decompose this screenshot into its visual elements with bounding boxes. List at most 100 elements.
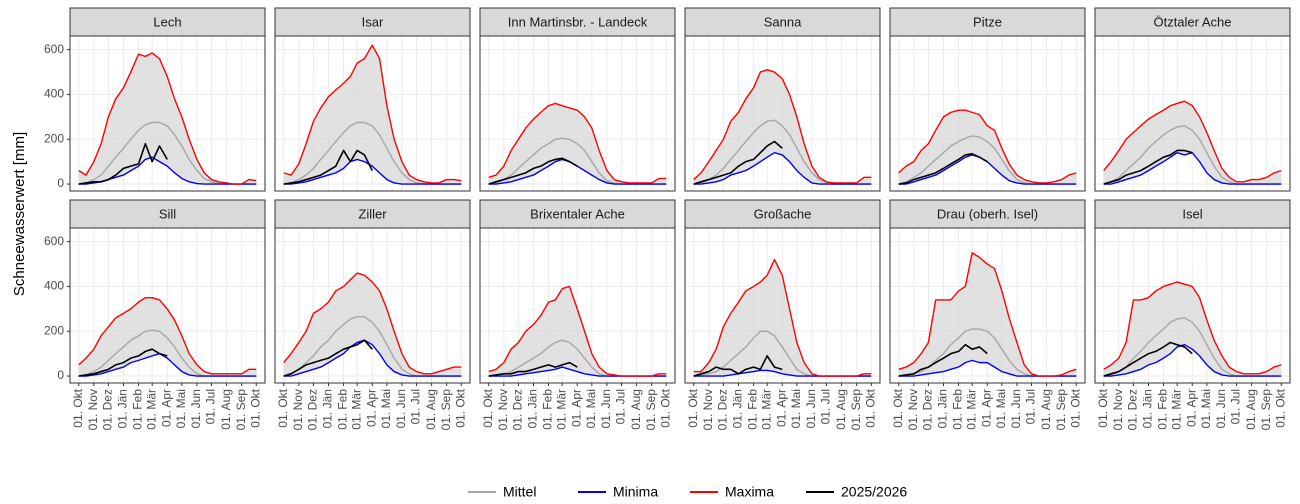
x-tick-label: 01. Jän (321, 389, 335, 428)
x-tick-label: 01. Sep (1259, 389, 1273, 431)
x-tick-label: 01. Jun (1009, 389, 1023, 428)
series-line (283, 272, 462, 375)
x-tick-label: 01. Mär (1169, 389, 1183, 430)
x-tick-label: 01. Nov (906, 389, 920, 430)
x-tick-label: 01. Aug (629, 389, 643, 430)
series-line (1103, 281, 1282, 375)
x-tick-label: 01. Feb (1156, 389, 1170, 430)
strip (479, 7, 676, 37)
strip-title: Großache (754, 206, 812, 221)
x-tick-label: 01. Apr (159, 389, 173, 427)
x-tick-label: 01. Dez (921, 389, 935, 430)
strip-title: Isel (1182, 206, 1202, 221)
x-tick-label: 01. Dez (101, 389, 115, 430)
x-tick-label: 01. Feb (951, 389, 965, 430)
x-tick-label: 01. Apr (569, 389, 583, 427)
series-line (693, 140, 783, 185)
y-tick-label: 0 (57, 176, 64, 190)
x-tick-label: 01. Sep (849, 389, 863, 431)
strip (274, 199, 471, 229)
series-line (78, 296, 257, 375)
x-tick-label: 01. Apr (774, 389, 788, 427)
x-tick-label: 01. Feb (131, 389, 145, 430)
series-line (283, 339, 462, 377)
x-tick-label: 01. Okt (891, 388, 905, 427)
x-tick-label: 01. Aug (424, 389, 438, 430)
series-line (488, 361, 578, 377)
range-ribbon (283, 45, 462, 185)
range-ribbon (693, 259, 872, 377)
strip-title: Isar (362, 14, 384, 29)
x-tick-label: 01. Okt (1273, 388, 1287, 427)
x-tick-label: 01. Jul (819, 389, 833, 424)
strip-title: Lech (153, 14, 181, 29)
x-tick-label: 01. Sep (439, 389, 453, 431)
x-tick-label: 01. Mai (379, 389, 393, 428)
x-tick-label: 01. Sep (234, 389, 248, 431)
series-line (283, 149, 373, 185)
x-tick-label: 01. Dez (511, 389, 525, 430)
legend-label: Mittel (503, 484, 536, 500)
x-tick-label: 01. Jul (409, 389, 423, 424)
x-tick-label: 01. Jun (599, 389, 613, 428)
x-tick-label: 01. Aug (1244, 389, 1258, 430)
x-tick-label: 01. Mai (1199, 389, 1213, 428)
range-ribbon (78, 53, 257, 185)
x-tick-label: 01. Mär (349, 389, 363, 430)
x-tick-label: 01. Okt (1068, 388, 1082, 427)
series-line (898, 109, 1077, 184)
series-line (488, 285, 667, 377)
series-line (283, 158, 462, 185)
y-tick-label: 400 (44, 87, 64, 101)
series-line (488, 102, 667, 184)
strip (1094, 7, 1291, 37)
series-line (78, 348, 168, 377)
strip-title: Ziller (358, 206, 387, 221)
x-tick-label: 01. Okt (658, 388, 672, 427)
x-tick-label: 01. Okt (481, 388, 495, 427)
series-line (283, 44, 462, 184)
strip-title: Ötztaler Ache (1153, 14, 1231, 29)
x-tick-label: 01. Jul (614, 389, 628, 424)
series-line (693, 69, 872, 184)
x-tick-label: 01. Apr (979, 389, 993, 427)
x-tick-label: 01. Feb (746, 389, 760, 430)
x-tick-label: 01. Mai (174, 389, 188, 428)
x-tick-label: 01. Okt (453, 388, 467, 427)
y-tick-label: 400 (44, 279, 64, 293)
x-tick-label: 01. Dez (716, 389, 730, 430)
legend-label: Minima (613, 484, 658, 500)
x-tick-label: 01. Nov (701, 389, 715, 430)
x-tick-label: 01. Okt (1096, 388, 1110, 427)
series-line (693, 258, 872, 377)
x-tick-label: 01. Nov (496, 389, 510, 430)
x-tick-label: 01. Aug (219, 389, 233, 430)
series-line (488, 158, 667, 185)
strip (889, 199, 1086, 229)
x-tick-label: 01. Aug (834, 389, 848, 430)
y-tick-label: 200 (44, 323, 64, 337)
y-tick-label: 200 (44, 131, 64, 145)
x-tick-label: 01. Okt (686, 388, 700, 427)
series-line (1103, 149, 1193, 185)
x-tick-label: 01. Jän (731, 389, 745, 428)
x-tick-label: 01. Nov (291, 389, 305, 430)
series-line (1103, 151, 1282, 185)
x-tick-label: 01. Mär (144, 389, 158, 430)
series-line (898, 153, 988, 185)
series-line (488, 157, 578, 185)
x-tick-label: 01. Jän (936, 389, 950, 428)
y-tick-label: 0 (57, 368, 64, 382)
x-tick-label: 01. Jun (189, 389, 203, 428)
series-line (693, 355, 783, 377)
strip (1094, 199, 1291, 229)
strip-title: Pitze (973, 14, 1002, 29)
x-tick-label: 01. Mär (964, 389, 978, 430)
x-tick-label: 01. Jun (804, 389, 818, 428)
x-tick-label: 01. Okt (71, 388, 85, 427)
series-line (78, 52, 257, 185)
strip (274, 7, 471, 37)
strip (684, 7, 881, 37)
series-line (78, 142, 168, 185)
